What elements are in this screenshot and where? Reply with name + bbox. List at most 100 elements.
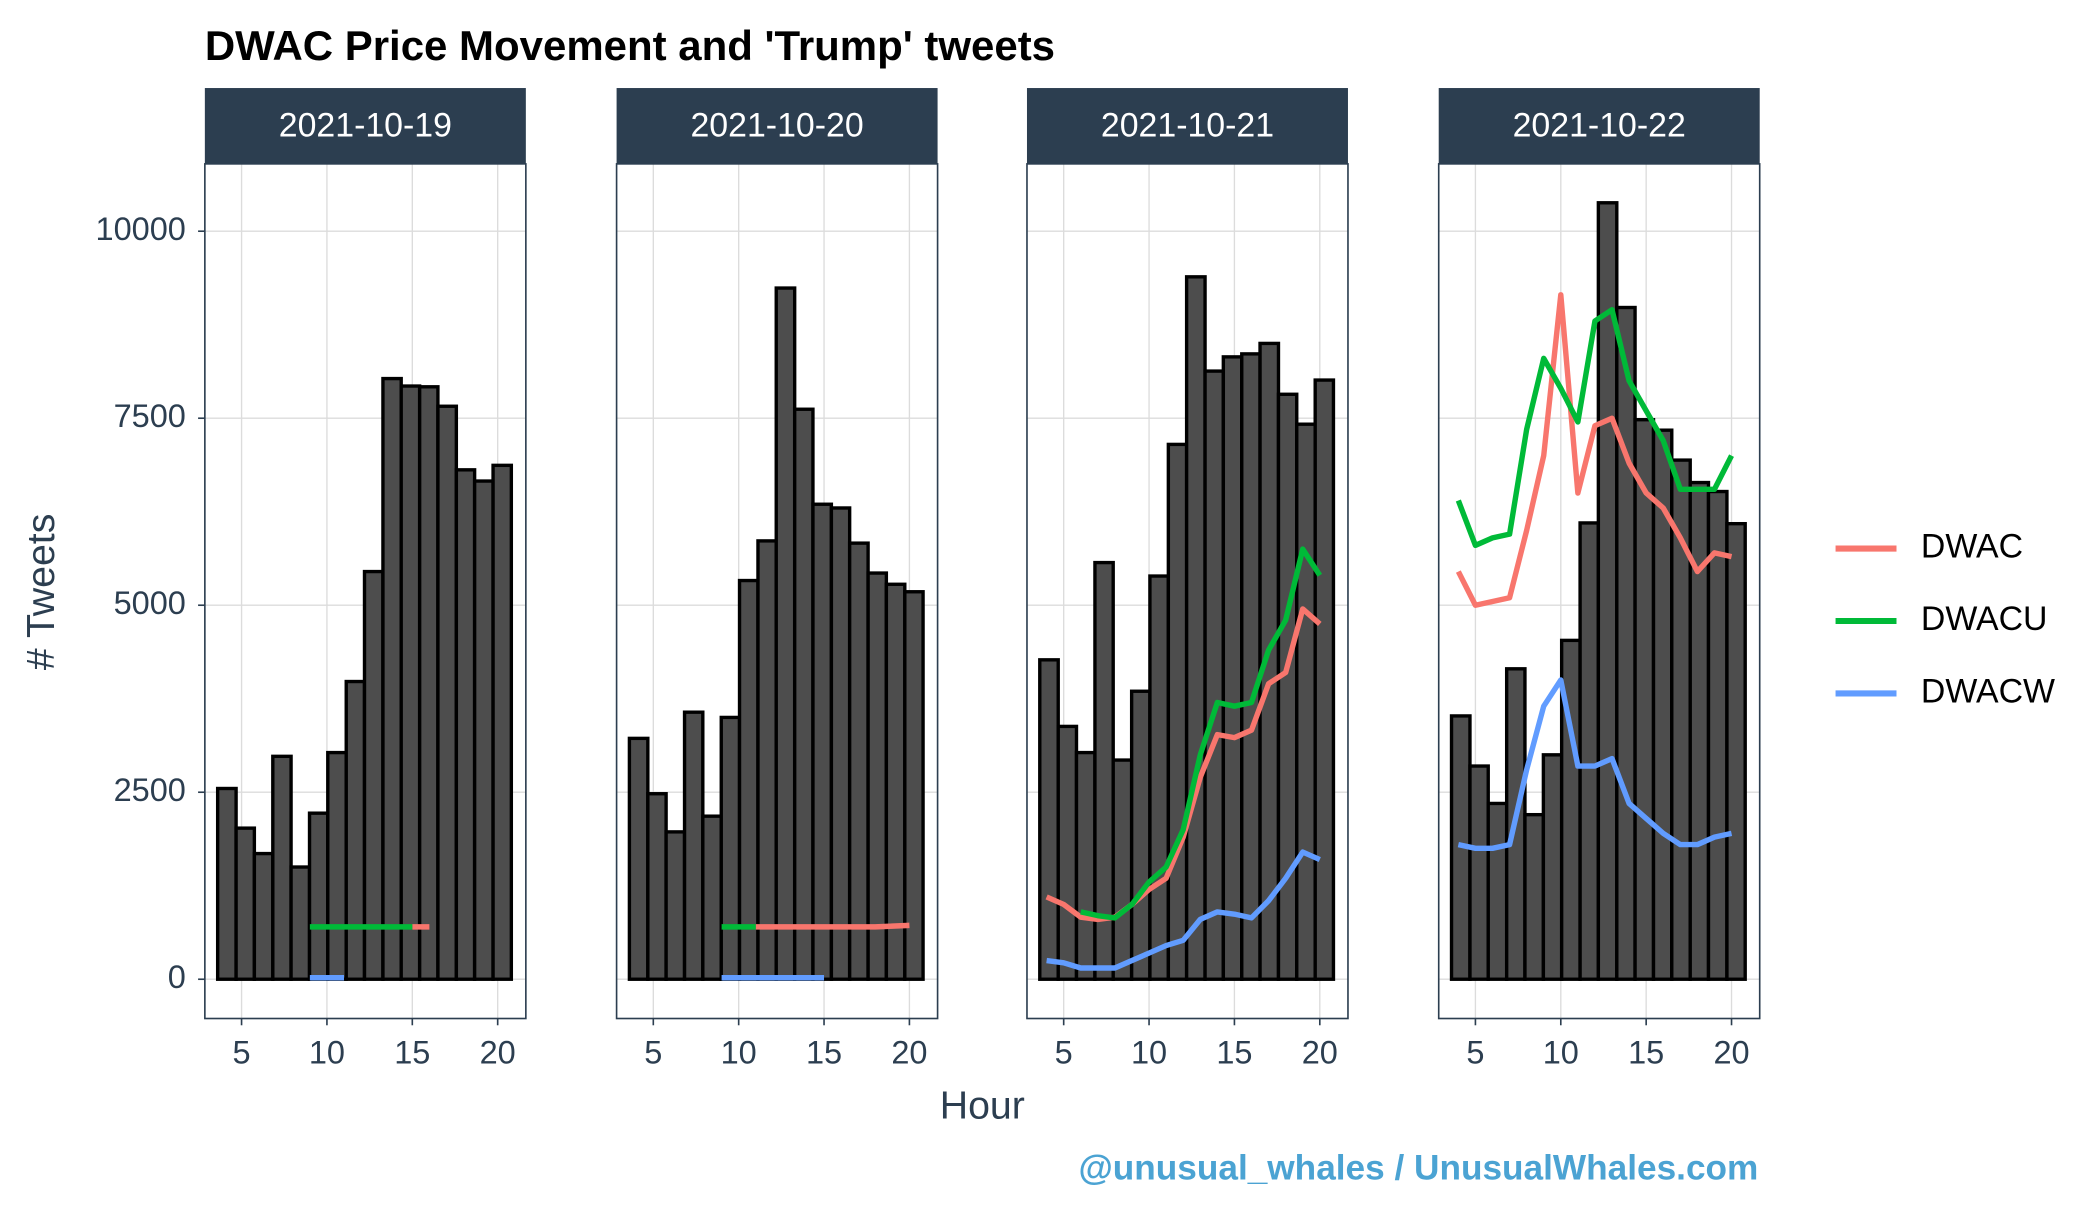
bar	[792, 407, 815, 981]
bar	[1240, 352, 1262, 981]
x-tick-label: 20	[891, 1035, 927, 1071]
strip-label: 2021-10-21	[1101, 106, 1274, 144]
bar	[1633, 418, 1656, 981]
x-tick-label: 15	[1628, 1035, 1664, 1071]
bar	[682, 710, 705, 981]
bar	[1276, 392, 1299, 981]
bar	[1578, 521, 1601, 981]
x-tick-label: 5	[1466, 1035, 1484, 1071]
bar	[271, 754, 293, 981]
bar	[344, 679, 367, 981]
bar	[1725, 521, 1747, 981]
bar	[436, 404, 459, 981]
bar	[1486, 801, 1509, 981]
bar	[1221, 355, 1244, 981]
bar	[1148, 574, 1171, 981]
bar	[234, 826, 257, 981]
y-tick-label: 7500	[114, 398, 186, 434]
x-tick-label: 10	[1543, 1035, 1579, 1071]
bar	[719, 715, 742, 981]
bar	[362, 569, 385, 981]
bar	[1129, 689, 1152, 981]
bar	[903, 590, 925, 981]
chart-title: DWAC Price Movement and 'Trump' tweets	[205, 22, 1055, 69]
bar	[1615, 305, 1637, 981]
bar	[454, 468, 477, 981]
bar	[829, 506, 852, 981]
bar	[737, 578, 760, 981]
bar	[1056, 724, 1079, 981]
legend-label: DWACU	[1921, 600, 2048, 638]
y-axis-title: # Tweets	[19, 514, 63, 670]
bar	[472, 479, 495, 981]
strip	[1438, 88, 1760, 164]
bar	[1111, 758, 1134, 981]
x-tick-label: 5	[233, 1035, 251, 1071]
x-tick-label: 10	[721, 1035, 757, 1071]
price-line	[1046, 849, 1321, 971]
bar	[646, 792, 668, 981]
bar	[701, 814, 723, 981]
y-tick-label: 10000	[96, 211, 186, 247]
bar	[884, 582, 907, 981]
bar	[326, 750, 348, 981]
bar	[491, 463, 514, 981]
bar	[756, 539, 778, 981]
x-tick-label: 10	[1131, 1035, 1167, 1071]
strip	[616, 88, 938, 164]
bar	[1166, 442, 1189, 981]
bar	[215, 786, 238, 981]
x-tick-label: 20	[1302, 1035, 1338, 1071]
legend-label: DWAC	[1921, 527, 2023, 565]
bar	[1541, 753, 1564, 981]
strip	[1026, 88, 1348, 164]
price-line	[1455, 307, 1734, 549]
x-tick-label: 15	[394, 1035, 430, 1071]
bar	[1468, 764, 1490, 981]
y-tick-label: 5000	[114, 585, 186, 621]
price-line	[1080, 546, 1323, 921]
strip	[204, 88, 526, 164]
bar	[664, 830, 687, 981]
bar	[252, 851, 275, 981]
x-tick-label: 10	[309, 1035, 345, 1071]
bar	[1184, 275, 1207, 981]
bar	[1706, 489, 1729, 981]
bar	[289, 865, 312, 981]
strip-label: 2021-10-20	[690, 106, 863, 144]
y-tick-label: 2500	[114, 772, 186, 808]
x-tick-label: 20	[1713, 1035, 1749, 1071]
bar	[307, 811, 330, 981]
bar	[627, 736, 650, 981]
bar	[1038, 658, 1060, 981]
x-tick-label: 5	[1055, 1035, 1073, 1071]
price-line	[1455, 292, 1733, 608]
x-axis-title: Hour	[940, 1083, 1025, 1127]
bar	[866, 571, 889, 981]
y-tick-label: 0	[168, 959, 186, 995]
price-line	[755, 922, 910, 930]
caption: @unusual_whales / UnusualWhales.com	[1078, 1149, 1758, 1188]
legend-label: DWACW	[1921, 672, 2055, 710]
bar	[774, 286, 797, 981]
bar	[399, 384, 422, 981]
x-tick-label: 15	[1216, 1035, 1252, 1071]
bar	[417, 385, 440, 981]
price-line	[1045, 606, 1322, 923]
bar	[1523, 812, 1546, 981]
strip-label: 2021-10-22	[1513, 106, 1686, 144]
bar	[1074, 750, 1097, 981]
bar	[1313, 378, 1336, 981]
x-tick-label: 15	[806, 1035, 842, 1071]
bar	[381, 376, 403, 981]
bar	[811, 502, 834, 981]
bar	[1651, 428, 1674, 981]
x-tick-label: 20	[480, 1035, 516, 1071]
bar	[1203, 369, 1226, 981]
price-line	[1457, 677, 1733, 852]
x-tick-label: 5	[644, 1035, 662, 1071]
bar	[1295, 422, 1317, 981]
bar	[847, 541, 870, 981]
